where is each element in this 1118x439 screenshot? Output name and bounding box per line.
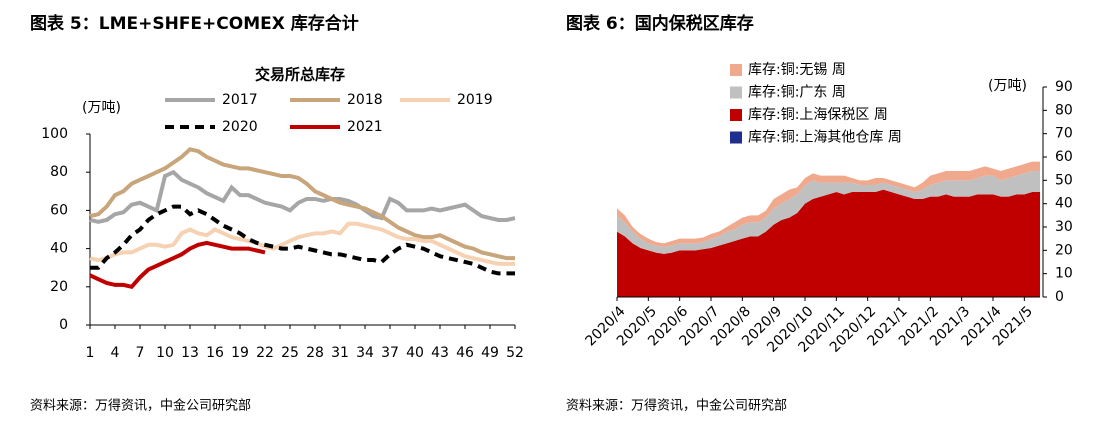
legend-label: 库存:铜:上海保税区 周 (748, 107, 888, 123)
legend-label: 库存:铜:无锡 周 (748, 62, 846, 78)
x-tick-label: 52 (506, 345, 524, 361)
legend-swatch (730, 86, 742, 99)
y-tick-label: 100 (41, 126, 68, 142)
figure-title: 图表 5：LME+SHFE+COMEX 库存合计 (30, 13, 359, 34)
series-area (617, 161, 1040, 247)
source: 资料来源：万得资讯，中金公司研究部 (30, 398, 251, 414)
legend-swatch (730, 109, 742, 121)
x-tick-label: 4 (111, 345, 120, 361)
series-area (617, 189, 1040, 297)
y-tick-label: 60 (50, 202, 68, 218)
series-area (617, 171, 1040, 254)
x-tick-label: 25 (281, 345, 299, 361)
y-tick-label: 20 (50, 279, 68, 295)
y-tick-label: 40 (50, 241, 68, 257)
legend-label: 2021 (347, 119, 383, 135)
x-tick-label: 22 (256, 345, 274, 361)
legend-label: 2020 (222, 119, 258, 135)
x-tick-label: 13 (181, 345, 199, 361)
x-tick-label: 28 (306, 345, 324, 361)
y-tick-label: 0 (59, 317, 68, 333)
figure-title: 图表 6：国内保税区库存 (566, 13, 754, 34)
y-tick-label: 40 (1055, 196, 1073, 212)
y-tick-label: 70 (1055, 126, 1073, 142)
x-tick-label: 37 (381, 345, 399, 361)
legend-label: 2018 (347, 92, 383, 108)
x-tick-label: 31 (331, 345, 349, 361)
x-tick-label: 43 (431, 345, 449, 361)
series-line (90, 204, 515, 276)
legend-swatch (730, 131, 742, 144)
y-tick-label: 0 (1055, 289, 1064, 305)
x-tick-label: 34 (356, 345, 374, 361)
x-tick-label: 16 (206, 345, 224, 361)
y-tick-label: 80 (1055, 102, 1073, 118)
x-tick-label: 49 (481, 345, 499, 361)
series-line (89, 240, 266, 290)
y-axis-label: (万吨) (82, 100, 121, 116)
x-tick-label: 1 (86, 345, 95, 361)
series-line (89, 169, 516, 224)
y-axis-label: (万吨) (988, 78, 1027, 94)
source: 资料来源：万得资讯，中金公司研究部 (566, 398, 787, 414)
x-tick-label: 40 (406, 345, 424, 361)
y-tick-label: 90 (1055, 79, 1073, 95)
x-tick-label: 10 (156, 345, 174, 361)
legend-swatch (730, 64, 742, 76)
legend-label: 库存:铜:上海其他仓库 周 (748, 130, 902, 146)
legend-label: 2019 (457, 92, 493, 108)
legend-label: 2017 (222, 92, 258, 108)
x-tick-label: 46 (456, 345, 474, 361)
legend-label: 库存:铜:广东 周 (748, 85, 846, 101)
x-tick-label: 19 (231, 345, 249, 361)
y-tick-label: 10 (1055, 266, 1073, 282)
chart-title: 交易所总库存 (255, 66, 345, 84)
series-line (89, 221, 515, 266)
y-tick-label: 50 (1055, 172, 1073, 188)
series-line (89, 147, 515, 261)
y-tick-label: 30 (1055, 219, 1073, 235)
x-tick-label: 7 (136, 345, 145, 361)
y-tick-label: 80 (50, 164, 68, 180)
y-tick-label: 60 (1055, 149, 1073, 165)
y-tick-label: 20 (1055, 242, 1073, 258)
